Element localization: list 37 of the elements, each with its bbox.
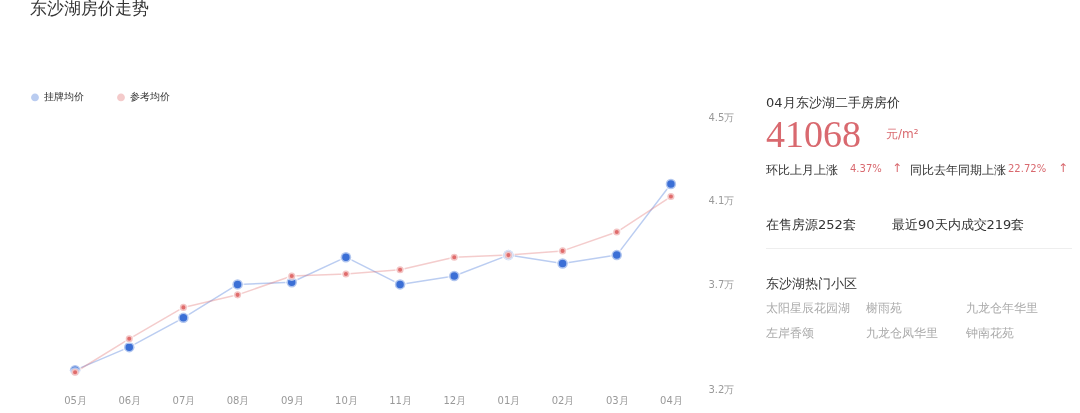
text: 在售房源252套 bbox=[766, 216, 856, 234]
chart-title: 东沙湖房价走势 bbox=[30, 0, 149, 18]
x-tick-label: 03月 bbox=[605, 394, 629, 406]
x-tick-label: 02月 bbox=[551, 394, 575, 406]
x-tick-label: 07月 bbox=[172, 394, 196, 406]
text: 元/m² bbox=[886, 126, 919, 143]
text: 九龙仓年华里 bbox=[966, 300, 1038, 317]
x-tick-label: 11月 bbox=[389, 394, 412, 406]
x-tick-label: 01月 bbox=[497, 394, 521, 406]
text: 最近90天内成交219套 bbox=[892, 216, 1025, 234]
x-tick-label: 04月 bbox=[660, 394, 683, 406]
text: ↑ bbox=[892, 161, 903, 175]
x-tick-label: 10月 bbox=[335, 394, 358, 406]
x-tick-label: 06月 bbox=[118, 394, 142, 406]
text: 04月东沙湖二手房房价 bbox=[766, 94, 900, 112]
legend-label: 参考均价 bbox=[130, 91, 170, 103]
text: 九龙仓凤华里 bbox=[866, 325, 938, 342]
text: 41068 bbox=[766, 112, 861, 156]
x-tick-label: 12月 bbox=[443, 394, 467, 406]
text: 同比去年同期上涨 bbox=[910, 162, 1006, 179]
text: 4.37% bbox=[850, 163, 882, 174]
x-tick-label: 09月 bbox=[280, 394, 304, 406]
text: 22.72% bbox=[1008, 163, 1047, 174]
y-tick-label: 3.2万 bbox=[708, 383, 735, 395]
text: 东沙湖热门小区 bbox=[766, 275, 857, 293]
y-tick-label: 3.7万 bbox=[708, 278, 735, 290]
text: 钟南花苑 bbox=[966, 325, 1014, 342]
legend-label: 挂牌均价 bbox=[44, 91, 84, 103]
y-tick-label: 4.1万 bbox=[708, 195, 735, 207]
y-tick-label: 4.5万 bbox=[708, 111, 735, 123]
text: ↑ bbox=[1058, 161, 1069, 175]
text: 环比上月上涨 bbox=[766, 162, 838, 179]
x-tick-label: 05月 bbox=[64, 394, 87, 406]
text: 太阳星辰花园湖 bbox=[766, 300, 850, 317]
x-tick-label: 08月 bbox=[226, 394, 250, 406]
text: 左岸香颂 bbox=[766, 325, 814, 342]
text: 榭雨苑 bbox=[866, 300, 902, 317]
